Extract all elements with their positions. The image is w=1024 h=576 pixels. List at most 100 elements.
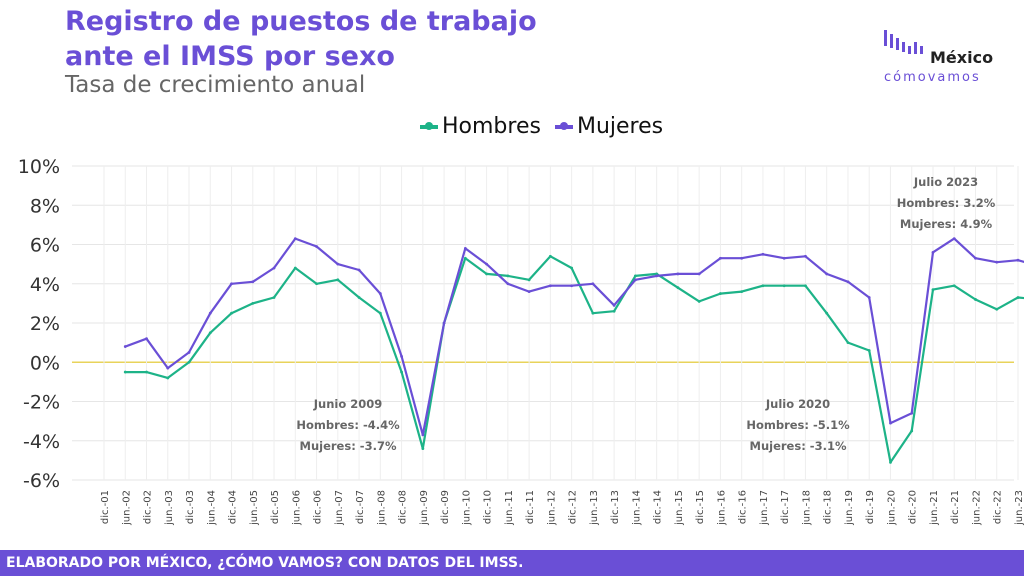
x-tick-label: jun.-11 [504,490,515,526]
x-tick-label: dic.-01 [100,490,111,524]
legend-swatch-mujeres [554,121,573,130]
annotation-text: Mujeres: 4.9% [900,217,993,231]
y-tick-label: 2% [30,313,60,335]
legend-item-hombres: Hombres [420,114,541,139]
data-point-mujeres [719,256,722,260]
x-tick-label: dic.-08 [398,490,409,524]
data-point-mujeres [548,284,552,288]
data-point-mujeres [591,282,595,286]
data-point-hombres [1016,296,1020,299]
x-tick-label: dic.-22 [993,490,1004,524]
data-point-hombres [889,460,892,464]
x-tick-label: dic.-03 [185,490,196,524]
data-point-hombres [485,272,489,276]
data-point-mujeres [527,290,531,293]
y-tick-label: -6% [23,470,60,492]
data-point-hombres [846,341,850,345]
data-point-hombres [548,254,552,258]
data-point-hombres [719,292,722,295]
data-point-mujeres [804,254,807,258]
data-point-hombres [570,266,574,270]
data-point-mujeres [272,266,276,270]
data-point-mujeres [676,272,680,276]
data-point-hombres [251,301,255,305]
legend-item-mujeres: Mujeres [554,114,663,139]
data-point-hombres [293,266,297,270]
data-point-hombres [527,278,531,282]
legend-swatch-hombres [420,121,438,130]
x-tick-label: dic.-19 [865,490,876,524]
x-tick-label: dic.-16 [738,490,749,524]
line-chart: -6% -4% -2% 0% 2% 4% 6% 8% 10% dic.-01 jun.-02 dic.… [18,156,1024,526]
x-tick-label: jun.-06 [291,490,302,526]
x-tick-label: jun.-04 [206,490,217,526]
data-point-hombres [974,298,977,301]
data-point-hombres [655,272,659,276]
data-point-mujeres [378,292,382,295]
x-tick-label: dic.-11 [525,490,536,524]
data-point-hombres [357,296,361,299]
data-point-mujeres [251,280,255,284]
data-point-mujeres [761,252,765,256]
x-tick-label: jun.-02 [121,490,132,526]
x-tick-label: dic.-02 [143,490,154,524]
data-point-mujeres [336,262,340,266]
logo-name: México [930,48,994,67]
annotation-text: Mujeres: -3.1% [750,439,847,453]
data-point-mujeres [974,256,977,260]
logo-icon [884,30,923,54]
data-point-mujeres [187,351,191,354]
data-point-mujeres [952,237,956,241]
chart-title: Registro de puestos de trabajo ante el I… [65,4,537,74]
data-point-mujeres [782,256,786,260]
data-point-hombres [378,311,382,315]
data-point-hombres [782,284,786,288]
x-tick-label: dic.-10 [483,490,494,524]
x-tick-label: dic.-07 [355,490,366,524]
data-point-mujeres [633,278,637,282]
data-point-hombres [336,278,340,282]
logo-tagline: cómovamos [884,70,981,85]
data-point-mujeres [612,303,616,307]
x-tick-label: dic.-18 [823,490,834,524]
data-point-mujeres [293,237,297,241]
chart-legend: Hombres Mujeres [420,114,663,139]
legend-label-hombres: Hombres [442,114,541,139]
y-tick-label: 4% [30,274,60,296]
data-point-mujeres [506,282,510,286]
data-point-mujeres [485,262,489,266]
x-tick-label: dic.-15 [695,490,706,524]
x-tick-label: jun.-23 [1014,490,1024,526]
y-tick-label: -4% [23,431,60,453]
data-point-hombres [421,447,425,450]
data-point-mujeres [400,354,403,358]
annotation-text: Hombres: -5.1% [746,418,850,432]
x-tick-label: jun.-16 [716,490,727,526]
chart-title-line2: ante el IMSS por sexo [65,41,395,72]
annotation-text: Hombres: -4.4% [296,418,400,432]
footer-source-text: ELABORADO POR MÉXICO, ¿CÓMO VAMOS? CON D… [6,555,524,571]
data-point-mujeres [145,337,148,341]
data-point-hombres [825,311,829,315]
x-tick-label: jun.-07 [334,490,345,526]
data-point-hombres [804,284,807,288]
data-point-mujeres [1016,258,1020,262]
data-point-hombres [506,274,510,278]
x-tick-label: jun.-08 [376,490,387,526]
x-tick-label: jun.-21 [929,490,940,526]
data-point-mujeres [357,268,361,272]
data-point-hombres [230,311,233,315]
x-tick-label: jun.-19 [844,490,855,526]
data-point-mujeres [230,282,233,286]
data-point-hombres [910,429,914,433]
x-tick-label: dic.-21 [950,490,961,524]
data-point-hombres [740,290,744,293]
data-point-mujeres [463,247,467,250]
x-tick-label: dic.-04 [228,490,239,524]
x-tick-label: dic.-12 [568,490,579,524]
x-tick-label: dic.-14 [653,490,664,524]
y-tick-label: 8% [30,195,60,217]
x-tick-label: jun.-09 [419,490,430,526]
data-point-hombres [612,309,616,313]
data-point-hombres [952,284,956,288]
